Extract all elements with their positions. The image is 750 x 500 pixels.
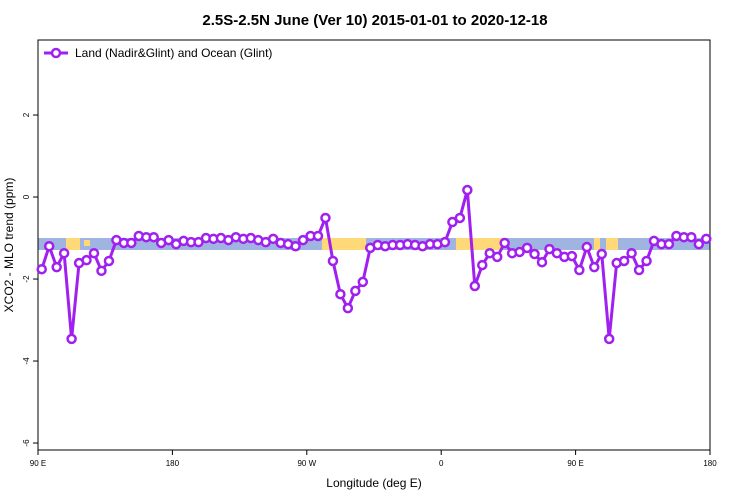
data-point [574,264,585,276]
data-point [297,234,309,246]
y-tick-label: 2 [22,112,31,117]
data-point [327,255,339,267]
data-point [581,241,593,253]
x-tick-label: 180 [166,459,180,468]
y-tick-label: 0 [22,194,31,199]
data-point [626,247,637,259]
data-point [81,254,92,266]
data-point [589,261,600,273]
y-tick-label: -6 [22,439,31,447]
data-point [514,246,525,258]
land-strip [594,238,600,250]
x-tick-label: 90 E [567,459,583,468]
data-point [462,184,473,196]
data-point [499,237,510,249]
data-point [693,238,705,250]
data-point [335,288,346,300]
legend-label: Land (Nadir&Glint) and Ocean (Glint) [75,46,272,60]
data-point [701,233,712,245]
data-point [357,276,369,288]
data-point [544,243,555,255]
data-point [350,285,361,297]
data-point [163,234,174,246]
data-point [603,333,615,345]
data-point [290,240,301,252]
data-point [596,248,607,260]
land-strip [456,238,502,250]
data-point [267,233,279,245]
y-axis-label: XCO2 - MLO trend (ppm) [2,178,16,313]
data-point [51,261,62,273]
x-tick-label: 90 W [297,459,316,468]
data-point [88,247,100,259]
plot-frame [37,39,711,451]
data-point [469,280,481,292]
data-point [633,264,645,276]
data-point [641,255,652,267]
x-tick-label: 90 E [30,459,46,468]
y-tick-label: -2 [22,275,31,283]
data-point [618,255,630,267]
data-point [126,237,137,249]
data-point [193,236,204,248]
data-point [43,240,55,252]
land-strip [606,238,618,250]
data-point [312,230,324,242]
data-point [521,242,533,254]
chart-title: 2.5S-2.5N June (Ver 10) 2015-01-01 to 20… [202,12,547,29]
data-point [491,251,503,263]
data-point [342,302,354,314]
data-point [454,212,466,224]
data-point [477,259,488,271]
data-point [663,238,675,250]
y-tick-label: -4 [22,357,31,365]
data-point [529,248,540,260]
data-point [686,231,697,243]
data-point [36,263,47,275]
data-point [566,250,578,262]
land-strip [66,238,80,250]
series-line [40,188,708,341]
data-point [536,256,548,268]
data-point [96,265,107,277]
x-tick-label: 0 [439,459,444,468]
data-point [148,231,159,243]
legend: Land (Nadir&Glint) and Ocean (Glint) [44,46,272,60]
legend-marker [50,47,62,59]
data-point [66,333,77,345]
x-axis-label: Longitude (deg E) [326,476,421,490]
data-point [320,212,331,224]
data-point [103,255,115,267]
land-strip [84,240,90,246]
data-point [447,216,458,228]
land-strip [322,238,366,250]
x-tick-label: 180 [703,459,717,468]
data-point [439,236,451,248]
data-point [58,247,70,259]
